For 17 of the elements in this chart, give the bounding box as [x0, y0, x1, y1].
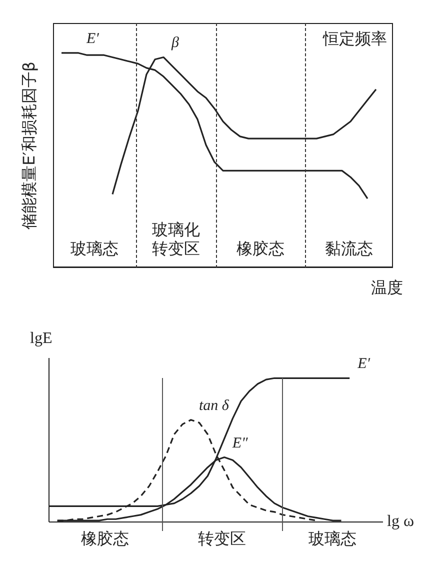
- annotation: 黏流态: [324, 239, 374, 258]
- y-axis-title: 储能模量E′和损耗因子β: [20, 62, 40, 230]
- series-label: tan δ: [198, 398, 230, 414]
- x-axis-title: lg ω: [387, 513, 414, 531]
- y-axis-title: lgE: [30, 330, 52, 348]
- series-label: E′: [86, 30, 100, 47]
- series-label: E″: [231, 435, 249, 452]
- annotation: 玻璃化转变区: [150, 220, 201, 258]
- text: 恒定频率: [323, 29, 387, 50]
- annotation: 玻璃态: [69, 239, 120, 258]
- x-axis-title: 温度: [371, 278, 403, 299]
- text: 转变区: [196, 529, 247, 548]
- text: 玻璃态: [308, 529, 358, 548]
- annotation: 橡胶态: [235, 239, 286, 258]
- text: 橡胶态: [80, 529, 130, 548]
- series-label: E′: [356, 356, 371, 372]
- series-label: β: [170, 35, 180, 52]
